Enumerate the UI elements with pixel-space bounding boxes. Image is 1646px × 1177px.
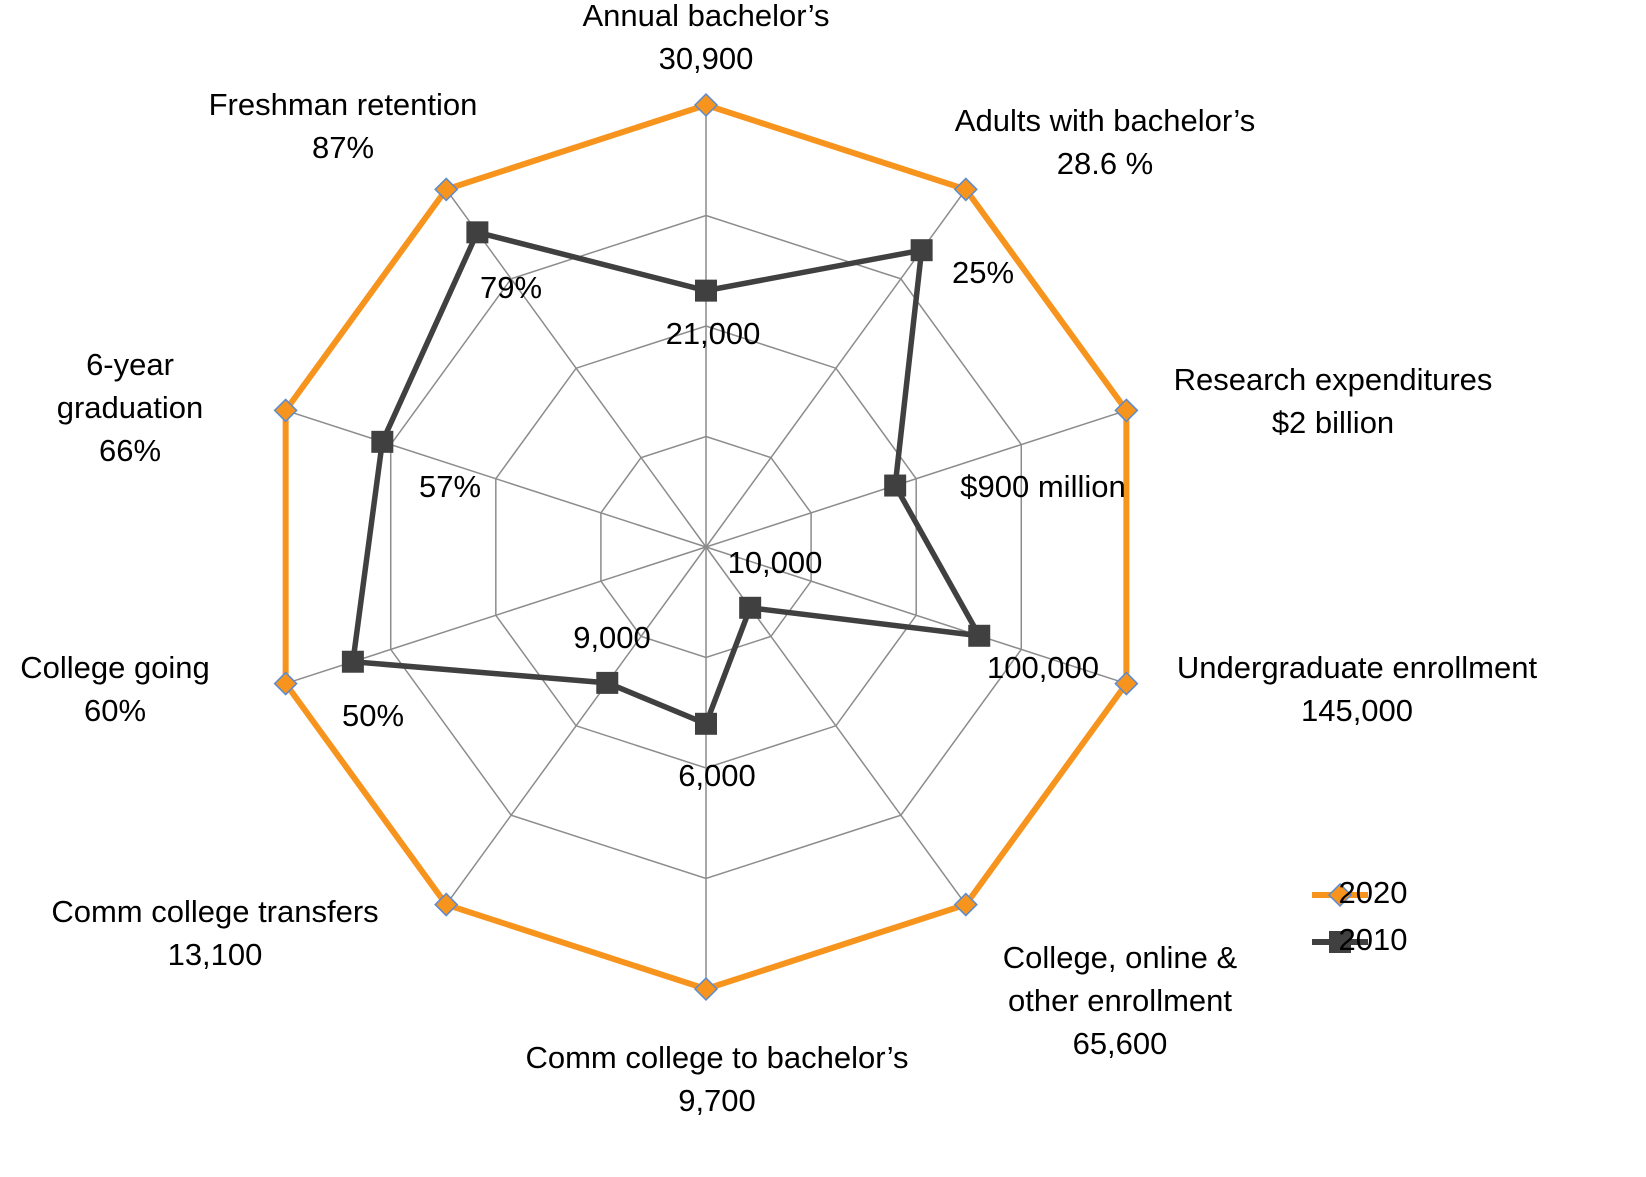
marker (693, 92, 719, 118)
target-label: 9,700 (678, 1083, 756, 1118)
baseline-label: 10,000 (728, 545, 823, 580)
baseline-label: 79% (480, 270, 542, 305)
category-label: Comm college transfers (51, 894, 378, 929)
target-label: $2 billion (1272, 405, 1394, 440)
category-label: Adults with bachelor’s (955, 103, 1255, 138)
category-label: College going (20, 650, 210, 685)
category-label: Undergraduate enrollment (1177, 650, 1538, 685)
marker (434, 892, 459, 917)
category-label: Freshman retention (209, 87, 478, 122)
category-label: 6-year (86, 347, 174, 382)
marker (695, 712, 717, 735)
spoke (445, 188, 707, 548)
baseline-label: 9,000 (573, 620, 651, 655)
target-label: 60% (84, 693, 146, 728)
target-label: 65,600 (1073, 1026, 1168, 1061)
marker (884, 474, 907, 497)
category-label: other enrollment (1008, 983, 1232, 1018)
legend-marker (1329, 931, 1351, 953)
marker (371, 430, 394, 453)
legend-label: 2010 (1339, 922, 1408, 957)
marker (953, 177, 978, 202)
legend-label: 2020 (1339, 875, 1408, 910)
category-label: Research expenditures (1174, 362, 1493, 397)
target-label: 66% (99, 433, 161, 468)
spoke (705, 546, 1127, 685)
target-label: 13,100 (168, 937, 263, 972)
spoke (285, 409, 707, 548)
marker (739, 596, 762, 619)
marker (273, 671, 298, 696)
marker (1114, 398, 1139, 423)
category-label: Comm college to bachelor’s (525, 1040, 908, 1075)
category-label: graduation (57, 390, 204, 425)
marker (695, 279, 717, 302)
baseline-label: 6,000 (678, 758, 756, 793)
target-label: 28.6 % (1057, 146, 1154, 181)
baseline-label: 21,000 (666, 316, 761, 351)
marker (466, 221, 489, 244)
marker (953, 892, 978, 917)
baseline-label: 57% (419, 469, 481, 504)
marker (693, 976, 719, 1002)
legend-marker (1327, 882, 1353, 908)
target-label: 87% (312, 130, 374, 165)
marker (273, 398, 298, 423)
baseline-label: $900 million (960, 469, 1125, 504)
target-label: 145,000 (1301, 693, 1413, 728)
spoke (445, 546, 707, 906)
baseline-label: 25% (952, 255, 1014, 290)
category-label: College, online & (1003, 940, 1238, 975)
marker (968, 624, 991, 647)
marker (434, 177, 459, 202)
category-label: Annual bachelor’s (582, 0, 829, 33)
marker (910, 239, 933, 262)
spoke (705, 409, 1127, 548)
marker (1114, 671, 1139, 696)
baseline-label: 50% (342, 698, 404, 733)
marker (341, 650, 364, 673)
target-label: 30,900 (659, 41, 754, 76)
baseline-label: 100,000 (987, 650, 1099, 685)
marker (596, 671, 619, 694)
